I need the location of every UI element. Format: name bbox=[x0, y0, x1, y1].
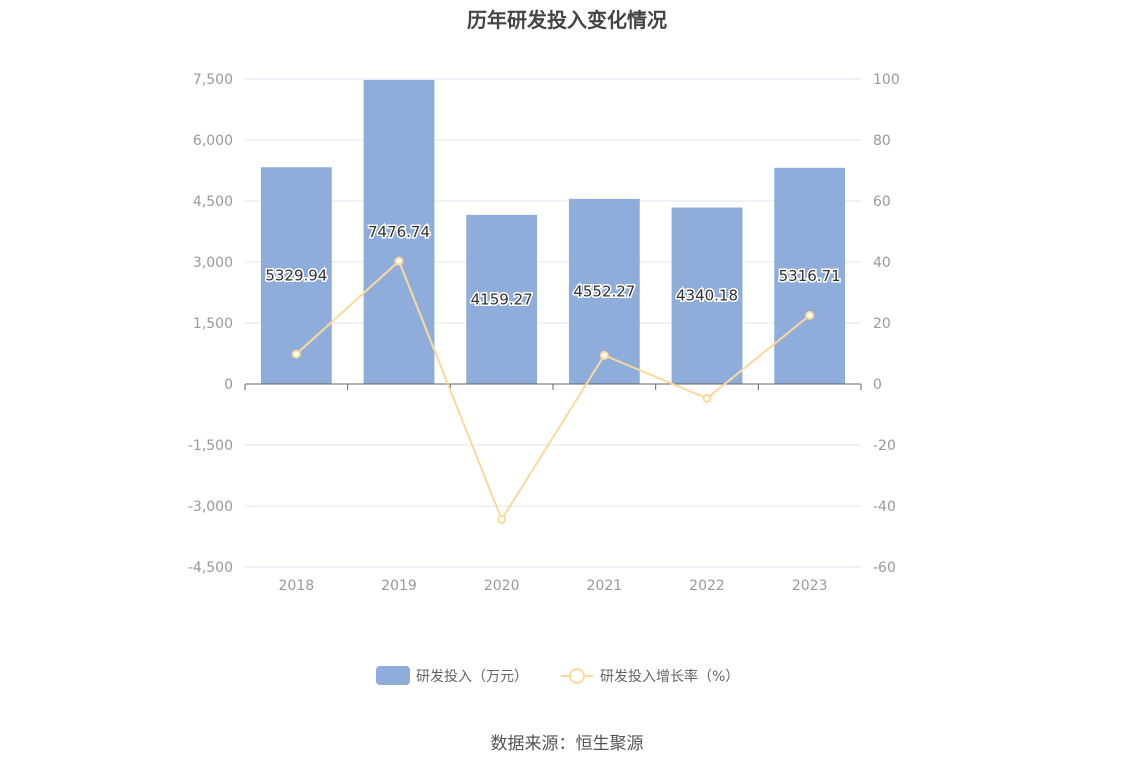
bar bbox=[260, 167, 332, 384]
right-axis: 100 80 60 40 20 0 -20 -40 -60 bbox=[873, 72, 900, 576]
left-tick-label: 1,500 bbox=[193, 316, 233, 332]
legend-item-bar[interactable]: 研发投入（万元） bbox=[376, 666, 528, 685]
bar-value-label: 4159.27 bbox=[471, 290, 533, 308]
legend-bar-swatch bbox=[376, 666, 410, 685]
chart-title: 历年研发投入变化情况 bbox=[467, 8, 667, 32]
x-tick-label: 2019 bbox=[381, 578, 417, 594]
right-tick-label: -20 bbox=[873, 438, 896, 454]
bar-value-label: 4552.27 bbox=[573, 282, 635, 300]
legend-line-marker bbox=[569, 668, 585, 684]
right-tick-label: -40 bbox=[873, 499, 896, 515]
x-axis: 2018 2019 2020 2021 2022 2023 bbox=[244, 383, 862, 594]
x-tick-label: 2023 bbox=[792, 578, 828, 594]
bar bbox=[363, 79, 435, 384]
bar-value-label: 5316.71 bbox=[779, 267, 841, 285]
left-tick-label: 0 bbox=[224, 377, 233, 393]
right-tick-label: 20 bbox=[873, 316, 891, 332]
bar bbox=[671, 207, 743, 384]
right-tick-label: 80 bbox=[873, 133, 891, 149]
right-tick-label: 60 bbox=[873, 194, 891, 210]
bar-series bbox=[260, 79, 846, 384]
grid-lines bbox=[245, 78, 861, 568]
right-tick-label: -60 bbox=[873, 560, 896, 576]
left-tick-label: 7,500 bbox=[193, 72, 233, 88]
bar-value-label: 7476.74 bbox=[368, 223, 430, 241]
right-tick-label: 40 bbox=[873, 255, 891, 271]
data-source: 数据来源：恒生聚源 bbox=[490, 734, 644, 754]
growth-rate-point bbox=[805, 310, 815, 320]
bar-value-label: 5329.94 bbox=[265, 267, 327, 285]
legend-line-label: 研发投入增长率（%） bbox=[600, 668, 739, 685]
line-series bbox=[291, 256, 815, 524]
left-tick-label: -4,500 bbox=[188, 560, 233, 576]
growth-rate-point bbox=[394, 256, 404, 266]
right-tick-label: 100 bbox=[873, 72, 900, 88]
growth-rate-point bbox=[497, 514, 507, 524]
left-tick-label: 3,000 bbox=[193, 255, 233, 271]
right-tick-label: 0 bbox=[873, 377, 882, 393]
growth-rate-point bbox=[599, 350, 609, 360]
left-tick-label: 4,500 bbox=[193, 194, 233, 210]
growth-rate-line bbox=[295, 259, 811, 522]
x-tick-label: 2021 bbox=[587, 578, 623, 594]
growth-rate-point bbox=[702, 393, 712, 403]
left-tick-label: -1,500 bbox=[188, 438, 233, 454]
left-tick-label: -3,000 bbox=[188, 499, 233, 515]
growth-rate-point bbox=[291, 349, 301, 359]
x-tick-label: 2020 bbox=[484, 578, 520, 594]
x-tick-label: 2018 bbox=[279, 578, 315, 594]
legend[interactable]: 研发投入（万元） 研发投入增长率（%） bbox=[376, 666, 739, 685]
bar-data-labels: 5329.94 7476.74 4159.27 4552.27 4340.18 5316.… bbox=[264, 221, 842, 309]
bar bbox=[466, 214, 538, 384]
bar bbox=[774, 167, 846, 384]
legend-item-line[interactable]: 研发投入增长率（%） bbox=[561, 668, 739, 685]
x-tick-label: 2022 bbox=[689, 578, 725, 594]
legend-bar-label: 研发投入（万元） bbox=[416, 669, 528, 685]
left-tick-label: 6,000 bbox=[193, 133, 233, 149]
left-axis: 7,500 6,000 4,500 3,000 1,500 0 -1,500 -3,000 -4… bbox=[188, 72, 233, 576]
bar-value-label: 4340.18 bbox=[676, 287, 738, 305]
